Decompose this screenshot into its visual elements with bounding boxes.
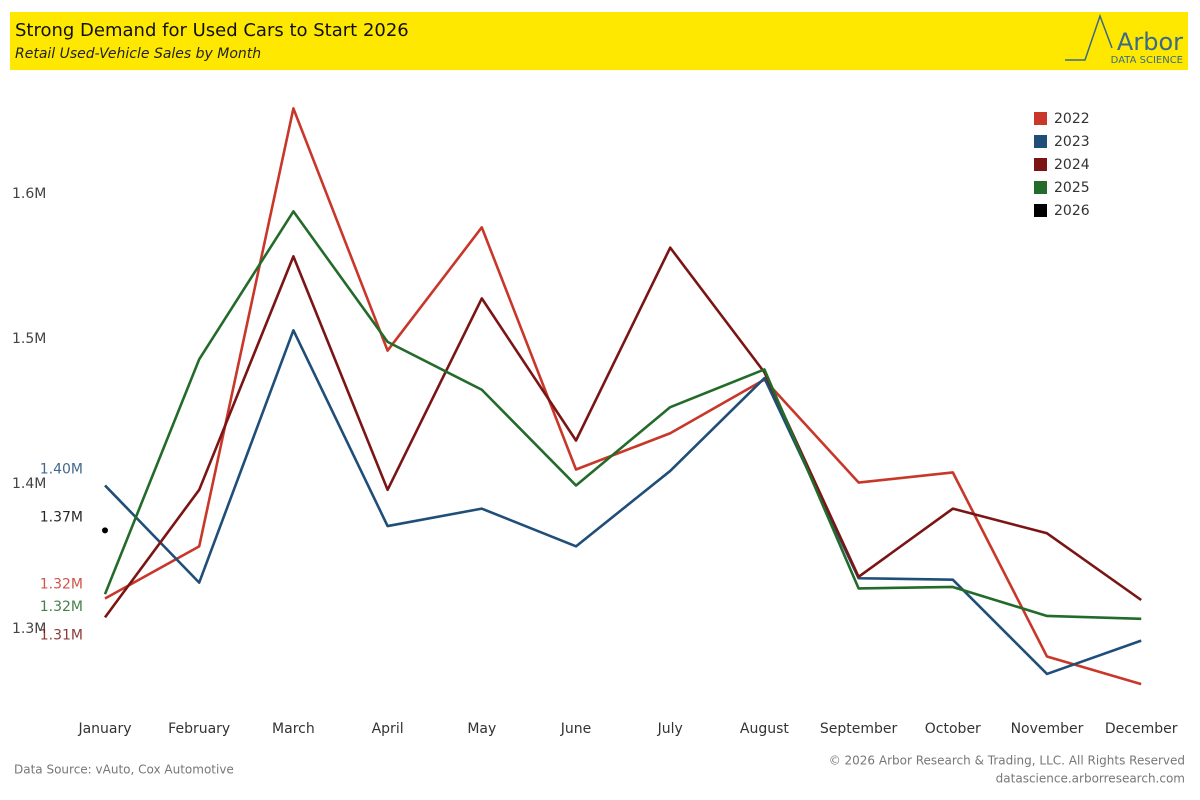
legend-swatch bbox=[1034, 112, 1047, 125]
series-line bbox=[104, 329, 1142, 676]
source-note: Data Source: vAuto, Cox Automotive bbox=[14, 763, 234, 777]
logo-mark bbox=[1065, 13, 1113, 61]
header-band bbox=[10, 12, 1188, 70]
series-line bbox=[103, 210, 1142, 621]
x-tick-label: June bbox=[560, 721, 592, 737]
x-tick-label: July bbox=[657, 721, 683, 737]
legend-swatch bbox=[1034, 158, 1047, 171]
x-tick-label: February bbox=[168, 721, 230, 737]
x-tick-label: October bbox=[925, 721, 981, 737]
x-tick-label: March bbox=[272, 721, 315, 737]
series-line bbox=[103, 246, 1142, 619]
y-tick-label: 1.4M bbox=[12, 476, 46, 492]
x-tick-label: January bbox=[77, 721, 131, 737]
website: datascience.arborresearch.com bbox=[996, 772, 1185, 786]
legend-swatch bbox=[1034, 135, 1047, 148]
legend-label: 2024 bbox=[1054, 157, 1090, 173]
x-tick-label: November bbox=[1011, 721, 1084, 737]
legend-label: 2026 bbox=[1054, 203, 1090, 219]
legend-swatch bbox=[1034, 204, 1047, 217]
x-tick-label: December bbox=[1105, 721, 1178, 737]
x-tick-label: April bbox=[372, 721, 404, 737]
y-tick-label: 1.5M bbox=[12, 331, 46, 347]
logo-tagline: DATA SCIENCE bbox=[1111, 55, 1183, 66]
value-label: 1.32M bbox=[40, 599, 83, 615]
logo-name: Arbor bbox=[1117, 28, 1183, 56]
legend-label: 2023 bbox=[1054, 134, 1090, 150]
point bbox=[102, 527, 108, 534]
y-tick-label: 1.6M bbox=[12, 186, 46, 202]
chart-subtitle: Retail Used-Vehicle Sales by Month bbox=[15, 46, 261, 62]
series-line bbox=[104, 107, 1142, 686]
x-tick-label: September bbox=[820, 721, 898, 737]
chart-title: Strong Demand for Used Cars to Start 202… bbox=[15, 20, 409, 41]
value-label: 1.37M bbox=[40, 509, 83, 525]
legend-label: 2022 bbox=[1054, 111, 1090, 127]
legend-label: 2025 bbox=[1054, 180, 1090, 196]
value-label: 1.32M bbox=[40, 577, 83, 593]
x-tick-label: May bbox=[467, 721, 496, 737]
copyright: © 2026 Arbor Research & Trading, LLC. Al… bbox=[829, 754, 1185, 768]
x-tick-label: August bbox=[740, 721, 790, 737]
y-tick-label: 1.3M bbox=[12, 621, 46, 637]
legend-swatch bbox=[1034, 181, 1047, 194]
value-label: 1.31M bbox=[40, 627, 83, 643]
value-label: 1.40M bbox=[40, 461, 83, 477]
